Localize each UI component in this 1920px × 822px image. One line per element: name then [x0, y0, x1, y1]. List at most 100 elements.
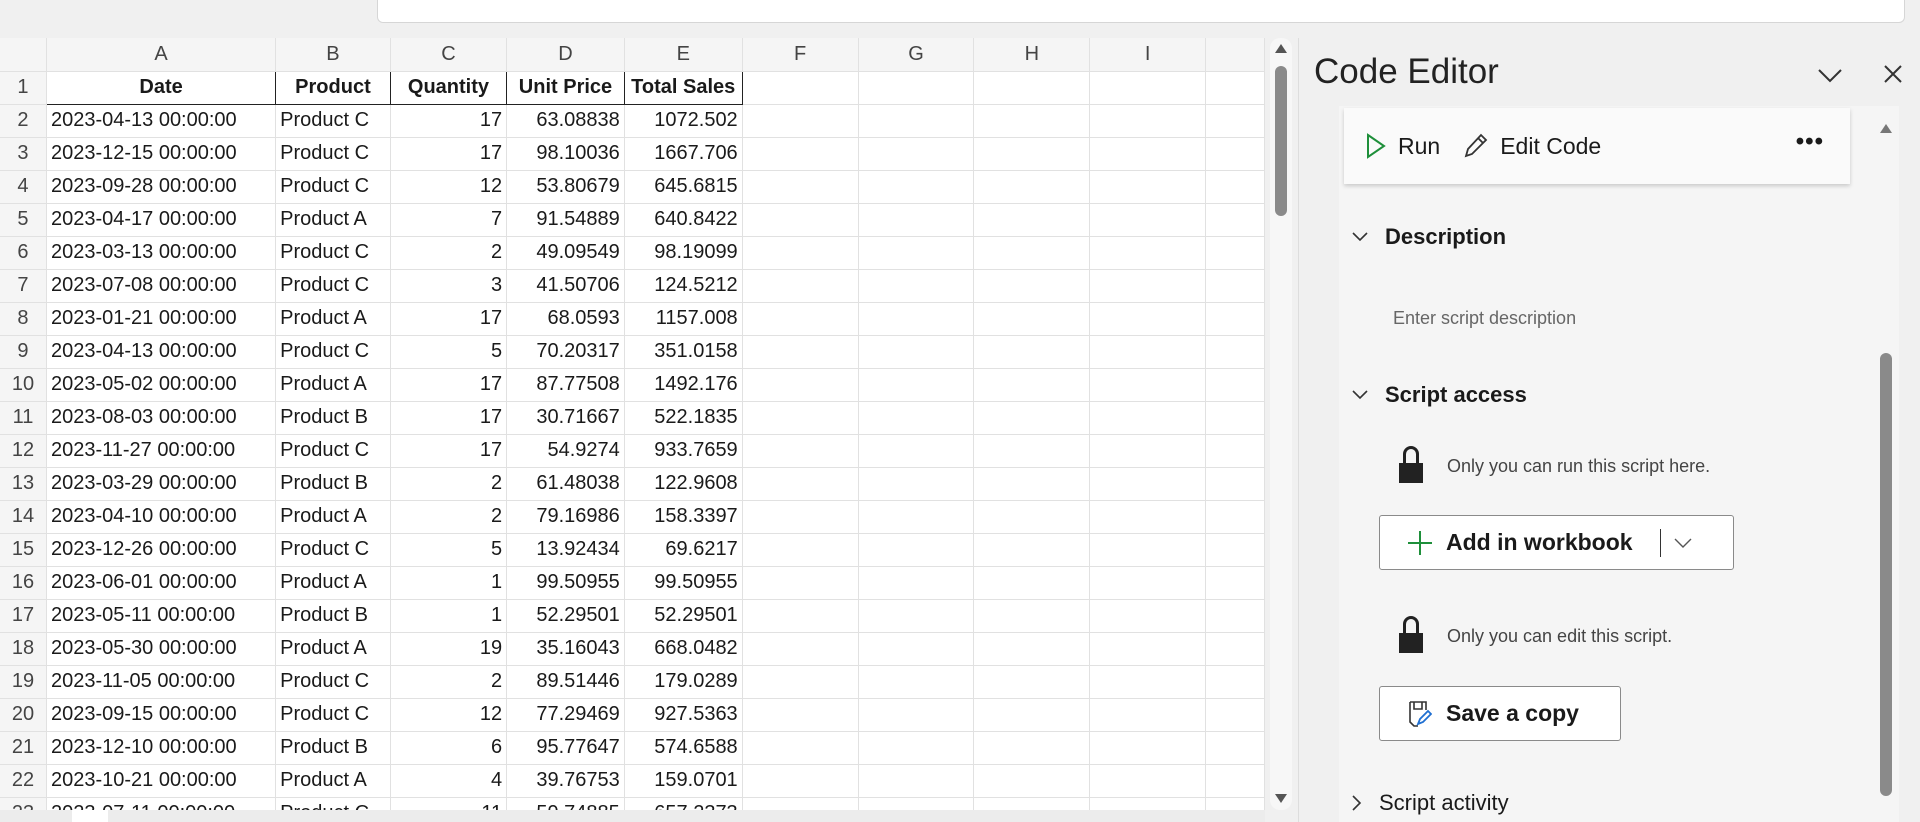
cell[interactable]: 2023-04-13 00:00:00 — [46, 104, 277, 138]
cell[interactable] — [1089, 731, 1207, 765]
cell[interactable]: Product C — [275, 104, 391, 138]
cell[interactable]: 2023-07-08 00:00:00 — [46, 269, 277, 303]
cell[interactable]: Quantity — [389, 71, 508, 105]
cell[interactable]: 17 — [390, 137, 508, 171]
row-number[interactable]: 16 — [0, 566, 47, 600]
cell[interactable] — [1205, 236, 1265, 270]
script-access-section-toggle[interactable]: Script access — [1351, 382, 1527, 408]
cell[interactable] — [742, 467, 859, 501]
cell[interactable]: 2023-04-10 00:00:00 — [46, 500, 277, 534]
cell[interactable] — [1089, 104, 1207, 138]
row-number[interactable]: 2 — [0, 104, 47, 138]
cell[interactable] — [858, 401, 975, 435]
cell[interactable]: 2023-12-10 00:00:00 — [46, 731, 277, 765]
cell[interactable] — [973, 104, 1091, 138]
cell[interactable] — [1089, 302, 1207, 336]
cell[interactable] — [858, 500, 975, 534]
cell[interactable] — [1205, 401, 1265, 435]
row-number[interactable]: 20 — [0, 698, 47, 732]
cell[interactable]: Product C — [275, 137, 391, 171]
cell[interactable]: 2023-09-28 00:00:00 — [46, 170, 277, 204]
cell[interactable]: 98.19099 — [624, 236, 743, 270]
cell[interactable] — [1089, 203, 1207, 237]
cell[interactable] — [858, 137, 975, 171]
cell[interactable]: 79.16986 — [506, 500, 625, 534]
cell[interactable] — [1205, 203, 1265, 237]
row-number[interactable]: 13 — [0, 467, 47, 501]
column-header-e[interactable]: E — [624, 38, 743, 72]
cell[interactable] — [1205, 533, 1265, 567]
cell[interactable]: 2023-05-11 00:00:00 — [46, 599, 277, 633]
cell[interactable] — [858, 467, 975, 501]
edit-code-button[interactable]: Edit Code — [1462, 132, 1601, 160]
cell[interactable]: 59.74885 — [506, 797, 625, 810]
cell[interactable] — [742, 434, 859, 468]
cell[interactable]: 54.9274 — [506, 434, 625, 468]
cell[interactable] — [973, 236, 1091, 270]
description-section-toggle[interactable]: Description — [1351, 224, 1506, 250]
cell[interactable]: 87.77508 — [506, 368, 625, 402]
cell[interactable] — [858, 566, 975, 600]
row-number[interactable]: 5 — [0, 203, 47, 237]
cell[interactable] — [858, 665, 975, 699]
row-number[interactable]: 23 — [0, 797, 47, 810]
cell[interactable]: 11 — [390, 797, 508, 810]
cell[interactable] — [1205, 764, 1265, 798]
cell[interactable] — [973, 335, 1091, 369]
cell[interactable] — [1205, 335, 1265, 369]
cell[interactable]: 98.10036 — [506, 137, 625, 171]
cell[interactable] — [742, 665, 859, 699]
cell[interactable]: 3 — [390, 269, 508, 303]
cell[interactable] — [1089, 368, 1207, 402]
cell[interactable]: 5 — [390, 533, 508, 567]
cell[interactable] — [742, 401, 859, 435]
row-number[interactable]: 14 — [0, 500, 47, 534]
cell[interactable] — [1089, 137, 1207, 171]
cell[interactable] — [1205, 731, 1265, 765]
cell[interactable]: 2 — [390, 665, 508, 699]
cell[interactable] — [858, 269, 975, 303]
cell[interactable] — [742, 632, 859, 666]
cell[interactable]: 124.5212 — [624, 269, 743, 303]
cell[interactable]: 522.1835 — [624, 401, 743, 435]
collapse-chevron-icon[interactable] — [1817, 68, 1843, 84]
cell[interactable]: Product A — [275, 764, 391, 798]
cell[interactable] — [973, 302, 1091, 336]
cell[interactable]: 2023-01-21 00:00:00 — [46, 302, 277, 336]
cell[interactable] — [1089, 698, 1207, 732]
cell[interactable] — [742, 203, 859, 237]
cell[interactable] — [1205, 137, 1265, 171]
cell[interactable]: 2023-12-26 00:00:00 — [46, 533, 277, 567]
cell[interactable] — [973, 137, 1091, 171]
cell[interactable] — [742, 335, 859, 369]
formula-bar[interactable] — [377, 0, 1905, 23]
scroll-down-arrow-icon[interactable] — [1275, 794, 1287, 803]
column-header-b[interactable]: B — [275, 38, 391, 72]
column-header-d[interactable]: D — [506, 38, 625, 72]
cell[interactable]: 1667.706 — [624, 137, 743, 171]
column-header-c[interactable]: C — [390, 38, 508, 72]
cell[interactable] — [1089, 764, 1207, 798]
row-number[interactable]: 3 — [0, 137, 47, 171]
cell[interactable]: 91.54889 — [506, 203, 625, 237]
cell[interactable]: 13.92434 — [506, 533, 625, 567]
cell[interactable]: Unit Price — [506, 71, 625, 105]
cell[interactable] — [742, 137, 859, 171]
cell[interactable]: 39.76753 — [506, 764, 625, 798]
row-number[interactable]: 17 — [0, 599, 47, 633]
cell[interactable] — [1089, 269, 1207, 303]
cell[interactable]: Product A — [275, 500, 391, 534]
cell[interactable] — [858, 731, 975, 765]
cell[interactable]: 69.6217 — [624, 533, 743, 567]
cell[interactable]: 2 — [390, 236, 508, 270]
chevron-down-icon[interactable] — [1673, 537, 1693, 549]
cell[interactable] — [858, 698, 975, 732]
cell[interactable] — [973, 533, 1091, 567]
cell[interactable]: Product C — [275, 665, 391, 699]
cell[interactable] — [742, 533, 859, 567]
row-number[interactable]: 22 — [0, 764, 47, 798]
cell[interactable]: 2023-05-02 00:00:00 — [46, 368, 277, 402]
cell[interactable]: 1492.176 — [624, 368, 743, 402]
cell[interactable]: 351.0158 — [624, 335, 743, 369]
